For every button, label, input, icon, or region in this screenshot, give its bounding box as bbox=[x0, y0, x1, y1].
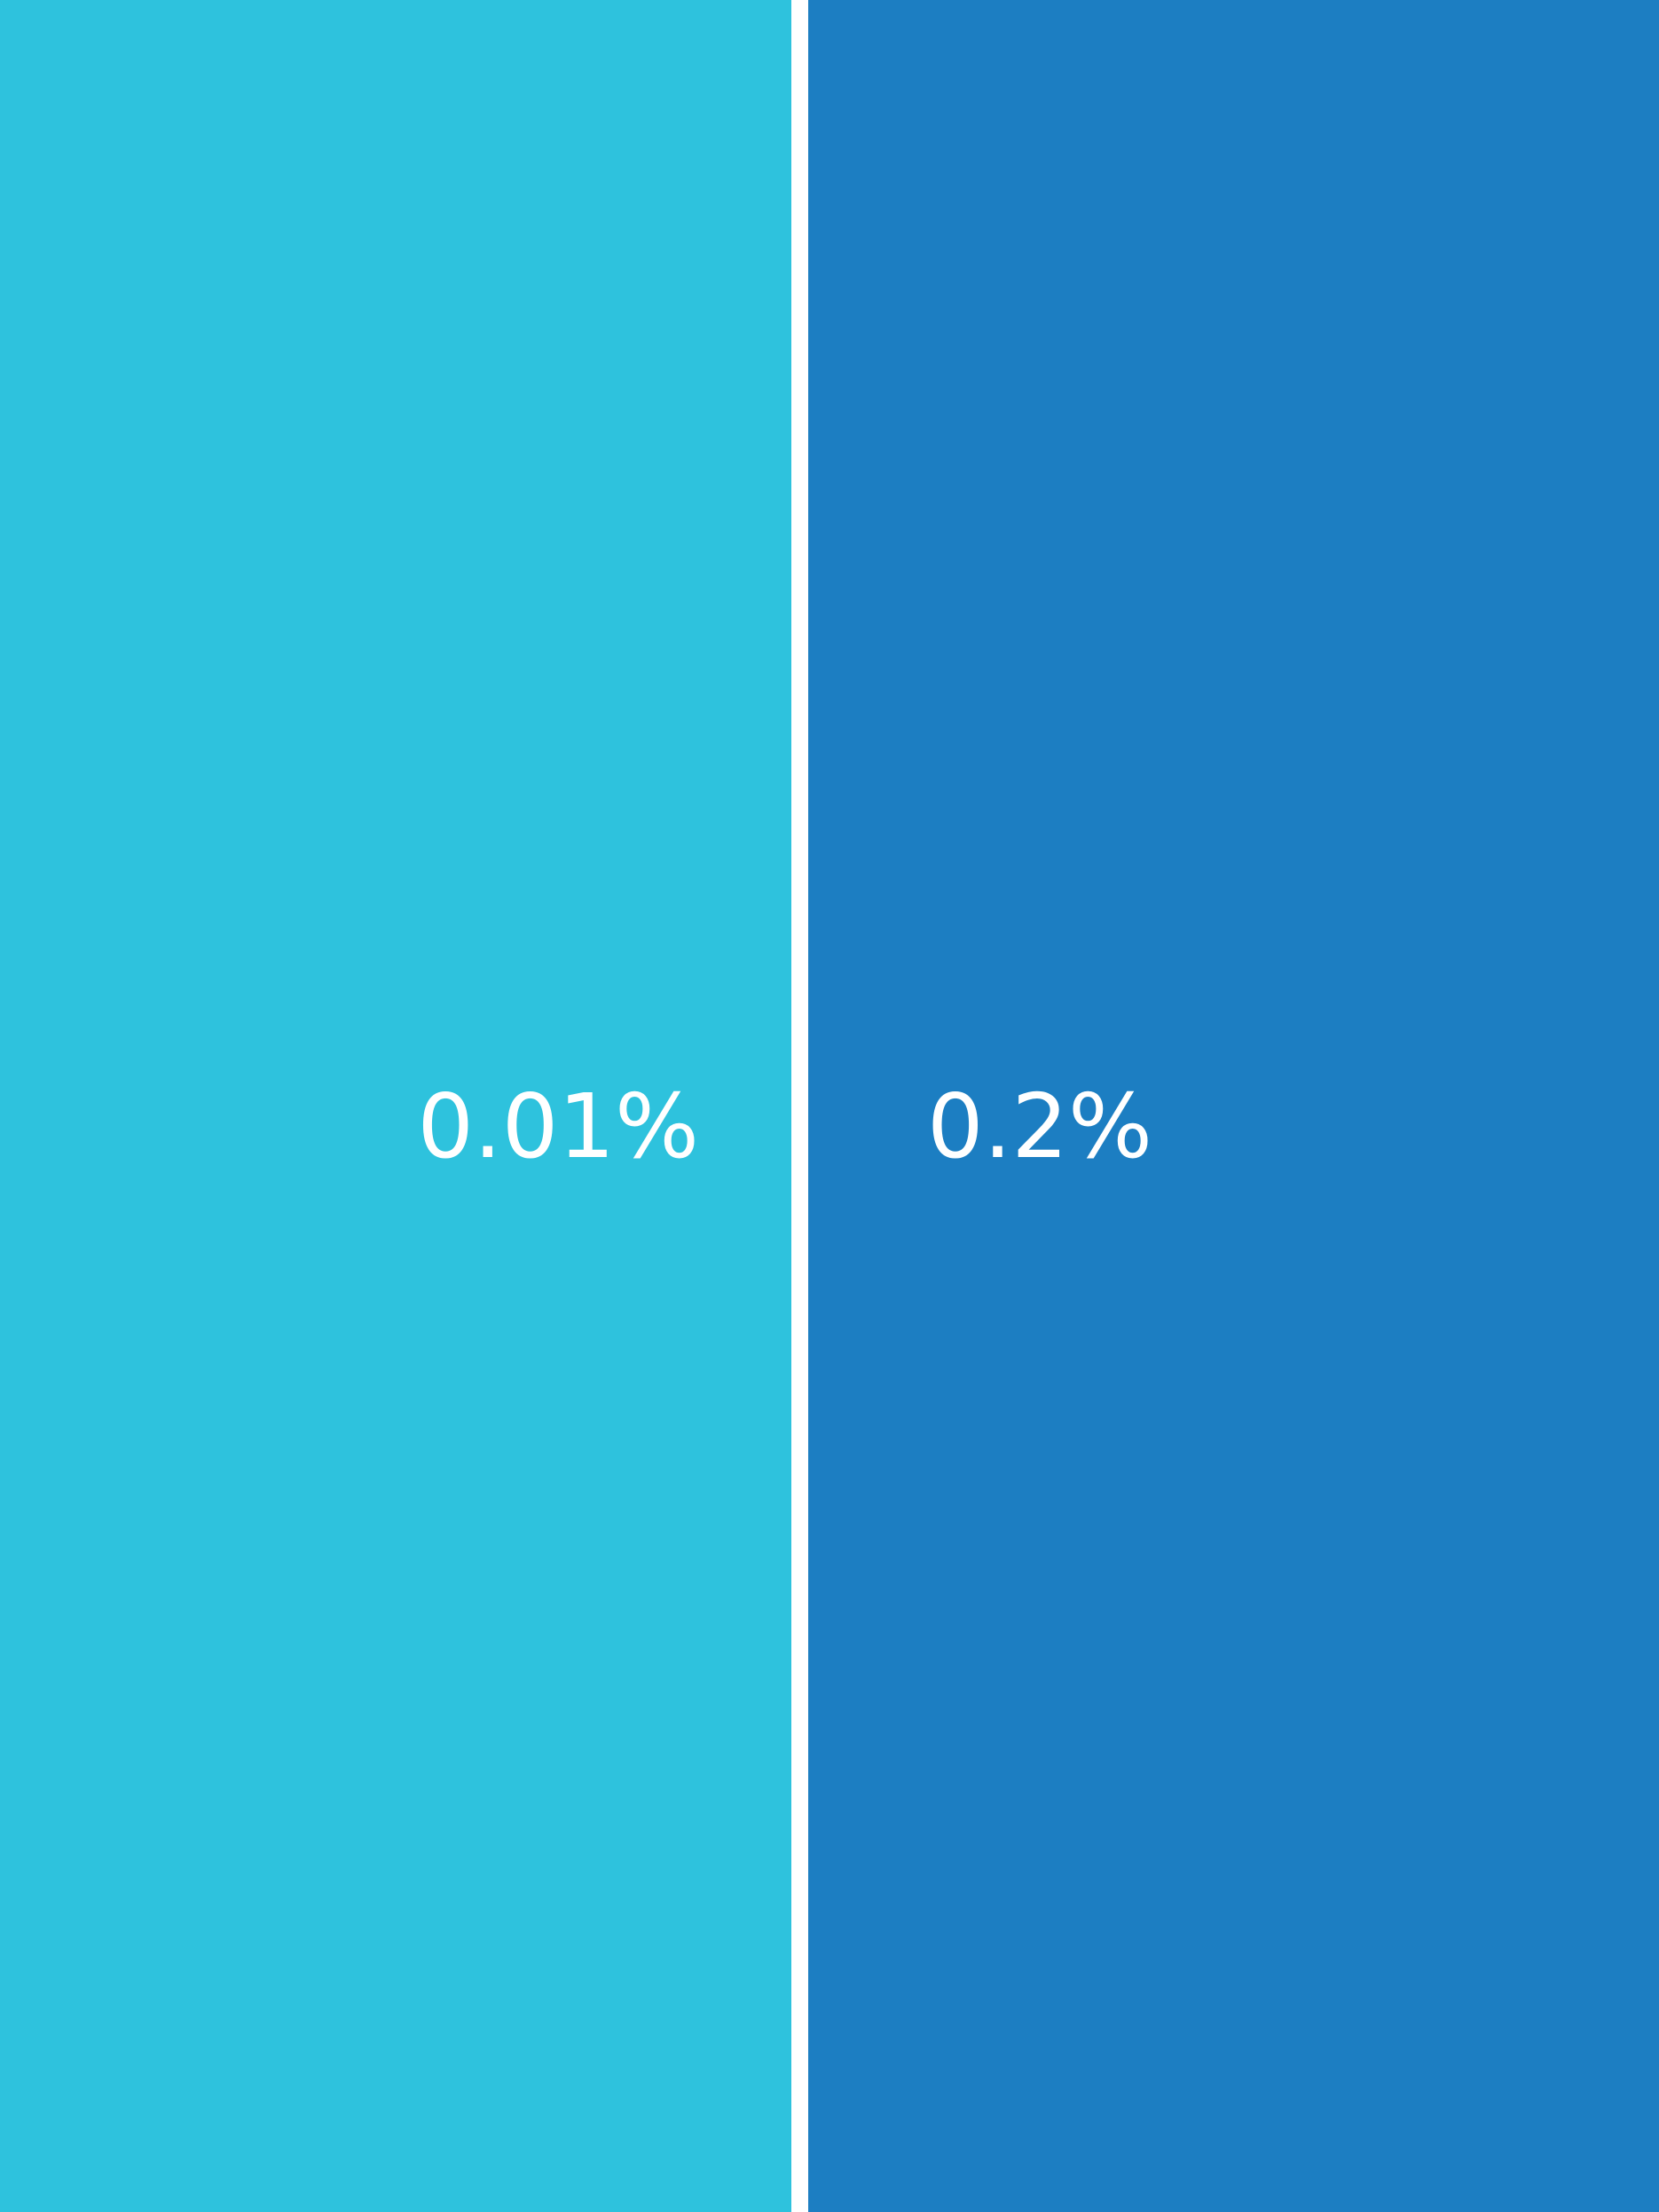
panel-left bbox=[0, 0, 791, 2212]
panel-right bbox=[808, 0, 1659, 2212]
value-label-left: 0.01% bbox=[417, 1075, 699, 1178]
value-label-right: 0.2% bbox=[927, 1075, 1153, 1178]
